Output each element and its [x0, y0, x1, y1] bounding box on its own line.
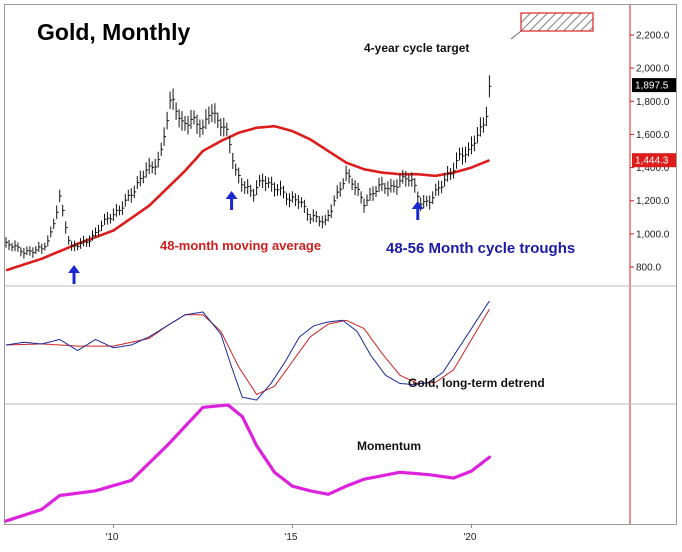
cycle-troughs-label: 48-56 Month cycle troughs	[386, 240, 575, 257]
trough-arrow-head	[411, 201, 424, 209]
cycle-target-leader	[510, 30, 522, 40]
y-tick-label: 800.0	[636, 263, 661, 274]
chart-title: Gold, Monthly	[37, 19, 191, 45]
ma-value-badge-box	[632, 153, 676, 168]
ma-value-badge: 1,444.3	[632, 153, 676, 168]
y-tick-label: 1,200.0	[636, 196, 670, 207]
y-tick-label: 2,000.0	[636, 64, 670, 75]
momentum-layer	[4, 403, 491, 523]
last-price-badge-text: 1,897.5	[635, 81, 669, 92]
trough-arrow	[225, 191, 238, 210]
y-ticks-layer: 800.0 1,000.0 1,200.0 1,400.0 1,600.0 1,800.0…	[630, 31, 670, 274]
trough-arrow	[411, 201, 424, 220]
momentum-line	[4, 403, 491, 523]
moving-average-label: 48-month moving average	[160, 238, 321, 253]
trough-arrow	[68, 265, 81, 284]
cycle-target-label: 4-year cycle target	[364, 41, 469, 55]
y-tick-label: 2,200.0	[636, 31, 670, 42]
detrend-line-red	[5, 309, 490, 395]
cycle-target-box	[520, 12, 594, 32]
x-ticks-layer: '10 '15 '20	[105, 524, 477, 543]
y-tick-label: 1,400.0	[636, 163, 670, 174]
detrend-label: Gold, long-term detrend	[408, 376, 545, 390]
y-tick-label: 1,600.0	[636, 130, 670, 141]
momentum-label: Momentum	[357, 439, 421, 453]
detrend-line-blue	[5, 300, 490, 401]
trough-arrow-head	[68, 265, 81, 273]
last-price-badge: 1,897.5	[632, 78, 676, 93]
x-tick-label: '10	[105, 532, 118, 543]
y-tick-label: 1,000.0	[636, 229, 670, 240]
chart-frame	[4, 4, 677, 525]
last-price-badge-box	[632, 78, 676, 93]
y-tick-label: 1,800.0	[636, 97, 670, 108]
trough-arrow-head	[225, 191, 238, 199]
price-bars-layer	[5, 75, 492, 259]
x-tick-label: '20	[463, 532, 476, 543]
x-tick-label: '15	[284, 532, 297, 543]
detrend-layer	[5, 300, 490, 401]
ma-value-badge-text: 1,444.3	[635, 156, 669, 167]
trough-arrows-layer	[68, 191, 424, 284]
